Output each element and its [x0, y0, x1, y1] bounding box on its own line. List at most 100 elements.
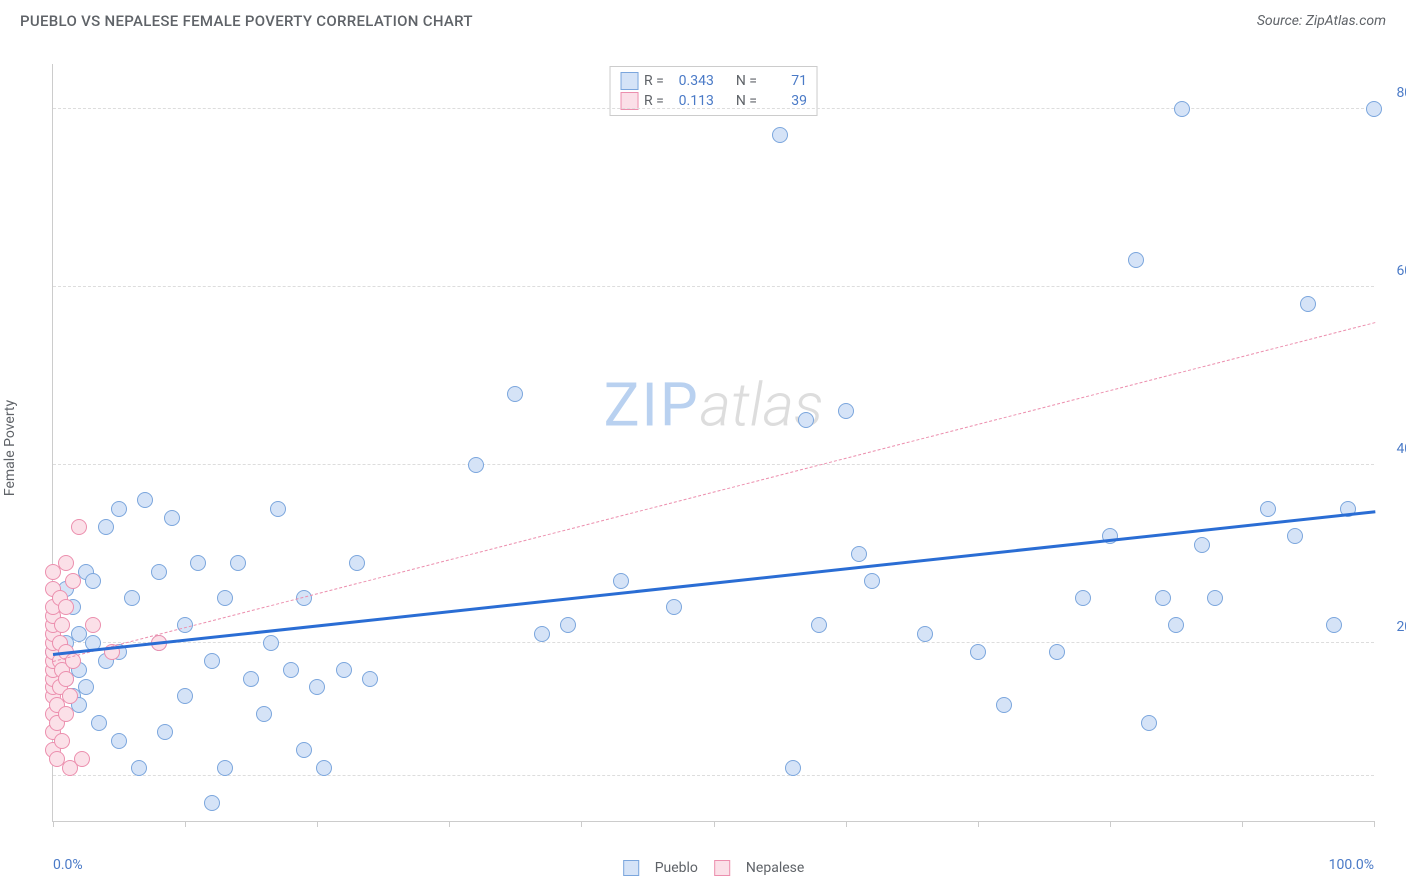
- data-point: [296, 742, 312, 758]
- data-point: [1128, 252, 1144, 268]
- x-tick: [1110, 821, 1111, 827]
- data-point: [1155, 590, 1171, 606]
- data-point: [1287, 528, 1303, 544]
- data-point: [217, 760, 233, 776]
- stats-row: R =0.343N =71: [620, 71, 807, 91]
- data-point: [468, 457, 484, 473]
- data-point: [54, 733, 70, 749]
- data-point: [1300, 296, 1316, 312]
- source-label: Source: ZipAtlas.com: [1257, 13, 1386, 29]
- data-point: [864, 573, 880, 589]
- x-tick: [1242, 821, 1243, 827]
- data-point: [65, 573, 81, 589]
- data-point: [190, 555, 206, 571]
- data-point: [263, 635, 279, 651]
- data-point: [1168, 617, 1184, 633]
- data-point: [256, 706, 272, 722]
- x-tick-label: 0.0%: [53, 857, 83, 873]
- data-point: [54, 617, 70, 633]
- data-point: [336, 662, 352, 678]
- data-point: [58, 671, 74, 687]
- data-point: [798, 412, 814, 428]
- data-point: [91, 715, 107, 731]
- data-point: [1141, 715, 1157, 731]
- data-point: [851, 546, 867, 562]
- x-tick: [1374, 821, 1375, 827]
- data-point: [177, 688, 193, 704]
- data-point: [785, 760, 801, 776]
- data-point: [560, 617, 576, 633]
- data-point: [111, 733, 127, 749]
- data-point: [838, 403, 854, 419]
- data-point: [58, 555, 74, 571]
- x-tick: [185, 821, 186, 827]
- data-point: [970, 644, 986, 660]
- plot-area: ZIPatlas R =0.343N =71R =0.113N =39 Pueb…: [52, 64, 1374, 822]
- legend-swatch: [623, 860, 639, 876]
- y-tick-label: 80.0%: [1396, 85, 1406, 101]
- x-tick: [53, 821, 54, 827]
- data-point: [1194, 537, 1210, 553]
- data-point: [58, 599, 74, 615]
- data-point: [85, 617, 101, 633]
- chart-container: Female Poverty ZIPatlas R =0.343N =71R =…: [40, 44, 1386, 852]
- x-tick: [978, 821, 979, 827]
- gridline: [53, 464, 1374, 465]
- data-point: [811, 617, 827, 633]
- data-point: [917, 626, 933, 642]
- gridline: [53, 286, 1374, 287]
- data-point: [613, 573, 629, 589]
- data-point: [217, 590, 233, 606]
- y-tick-label: 20.0%: [1396, 619, 1406, 635]
- legend-label: Pueblo: [655, 860, 698, 876]
- data-point: [71, 519, 87, 535]
- watermark: ZIPatlas: [604, 369, 824, 440]
- y-tick-label: 60.0%: [1396, 263, 1406, 279]
- data-point: [362, 671, 378, 687]
- data-point: [124, 590, 140, 606]
- data-point: [270, 501, 286, 517]
- data-point: [58, 706, 74, 722]
- data-point: [131, 760, 147, 776]
- n-value: 71: [763, 73, 807, 89]
- series-legend: PuebloNepalese: [623, 860, 805, 876]
- r-label: R =: [644, 73, 664, 89]
- data-point: [996, 697, 1012, 713]
- data-point: [772, 127, 788, 143]
- data-point: [85, 573, 101, 589]
- data-point: [111, 501, 127, 517]
- gridline: [53, 642, 1374, 643]
- data-point: [1326, 617, 1342, 633]
- data-point: [1049, 644, 1065, 660]
- data-point: [74, 751, 90, 767]
- gridline: [53, 775, 1374, 776]
- data-point: [243, 671, 259, 687]
- data-point: [78, 679, 94, 695]
- y-tick-label: 40.0%: [1396, 441, 1406, 457]
- trend-line: [53, 510, 1375, 656]
- legend-swatch: [714, 860, 730, 876]
- legend-swatch: [620, 72, 638, 90]
- y-axis-label: Female Poverty: [2, 400, 18, 496]
- x-tick: [581, 821, 582, 827]
- x-tick: [714, 821, 715, 827]
- x-tick: [317, 821, 318, 827]
- data-point: [164, 510, 180, 526]
- data-point: [62, 688, 78, 704]
- data-point: [666, 599, 682, 615]
- data-point: [1207, 590, 1223, 606]
- data-point: [157, 724, 173, 740]
- data-point: [204, 795, 220, 811]
- data-point: [283, 662, 299, 678]
- chart-title: PUEBLO VS NEPALESE FEMALE POVERTY CORREL…: [20, 12, 473, 30]
- trend-line: [53, 323, 1375, 663]
- x-tick: [449, 821, 450, 827]
- x-tick: [846, 821, 847, 827]
- data-point: [204, 653, 220, 669]
- data-point: [534, 626, 550, 642]
- data-point: [98, 519, 114, 535]
- data-point: [1260, 501, 1276, 517]
- data-point: [316, 760, 332, 776]
- data-point: [507, 386, 523, 402]
- data-point: [1174, 101, 1190, 117]
